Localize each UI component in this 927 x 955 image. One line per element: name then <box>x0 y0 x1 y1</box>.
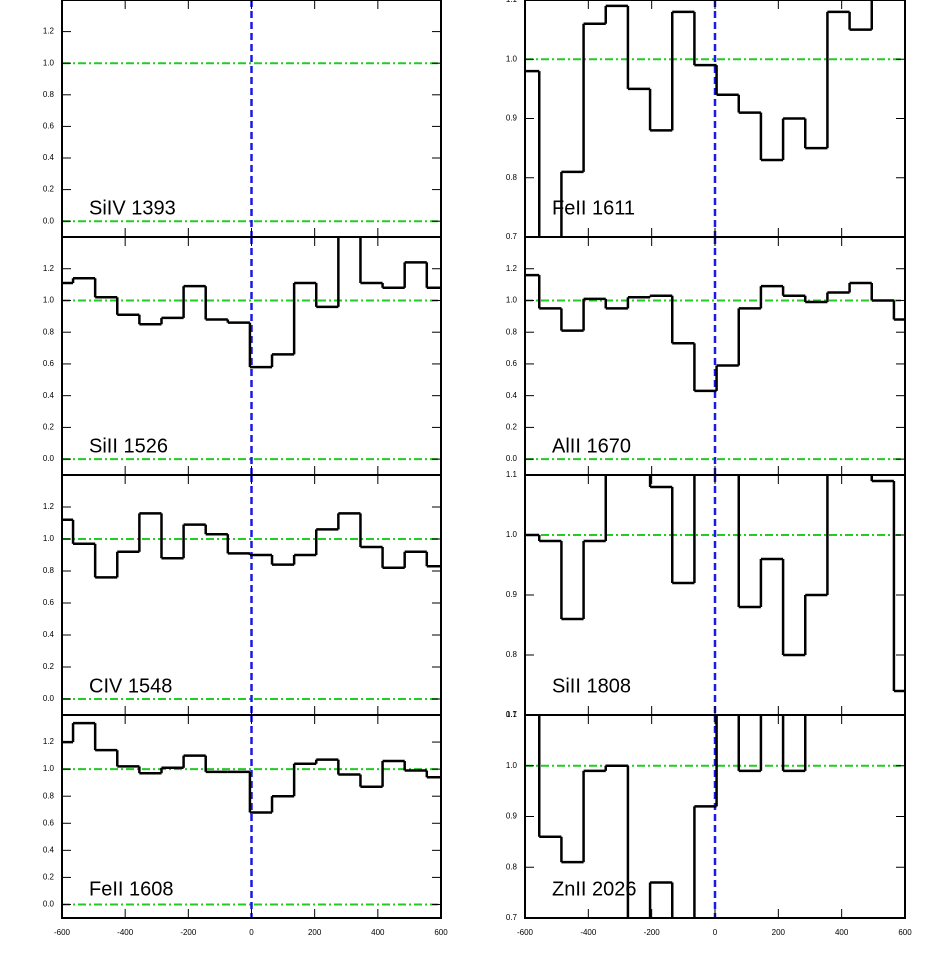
y-tick-label: 1.2 <box>43 27 55 36</box>
y-tick-label: 1.0 <box>506 761 518 770</box>
panel: 0.7 0.8 0.9 1.0 1.1 FeII 1611 <box>506 0 906 241</box>
panel-label: CIV 1548 <box>89 675 172 697</box>
panel: 0.0 0.2 0.4 0.6 0.8 1.0 1.2 CIV 1548 <box>43 474 442 716</box>
y-tick-label: 0.4 <box>43 845 55 854</box>
x-tick-label: -400 <box>117 928 134 937</box>
panel-label: SiIV 1393 <box>89 197 176 219</box>
x-tick-label: -600 <box>517 928 534 937</box>
y-tick-label: 1.0 <box>506 296 518 305</box>
y-tick-label: 1.1 <box>506 710 518 719</box>
y-tick-label: 0.8 <box>43 791 55 800</box>
y-tick-label: 1.0 <box>506 54 518 63</box>
x-tick-label: 400 <box>371 928 385 937</box>
plot-area <box>525 475 905 715</box>
x-tick-label: -200 <box>644 928 661 937</box>
y-tick-label: 0.6 <box>43 818 55 827</box>
y-tick-label: 0.6 <box>43 598 55 607</box>
plot-area <box>62 0 441 237</box>
x-tick-label: 0 <box>249 928 254 937</box>
y-tick-label: 0.6 <box>506 359 518 368</box>
x-tick-label: -600 <box>54 928 71 937</box>
plot-area <box>525 237 905 475</box>
panel-label: ZnII 2026 <box>552 878 637 900</box>
plot-area <box>525 0 905 237</box>
panel-label: FeII 1611 <box>552 197 635 219</box>
y-tick-label: 0.7 <box>506 913 518 922</box>
panel: 0.0 0.2 0.4 0.6 0.8 1.0 1.2 SiIV 1393 <box>43 0 442 238</box>
x-tick-label: 200 <box>772 928 786 937</box>
x-tick-label: 0 <box>713 928 718 937</box>
y-tick-label: 0.2 <box>43 662 55 671</box>
y-tick-label: 1.0 <box>43 764 55 773</box>
y-tick-label: 0.8 <box>506 173 518 182</box>
y-tick-label: 0.9 <box>506 114 518 123</box>
panel-label: SiII 1808 <box>552 675 631 697</box>
y-tick-label: 0.4 <box>43 153 55 162</box>
panel: 0.0 0.2 0.4 0.6 0.8 1.0 1.2 SiII 1526 <box>43 236 442 476</box>
y-tick-label: 0.2 <box>43 185 55 194</box>
panel: 0.7 0.8 0.9 1.0 1.1 SiII 1808 <box>506 470 906 719</box>
y-tick-label: 1.2 <box>43 264 55 273</box>
y-tick-label: 1.1 <box>506 0 518 4</box>
y-tick-label: 1.0 <box>43 296 55 305</box>
plot-area <box>62 715 441 918</box>
panel-label: SiII 1526 <box>89 435 168 457</box>
y-tick-label: 0.8 <box>506 327 518 336</box>
panel: 0.0 0.2 0.4 0.6 0.8 1.0 1.2 AlII 1670 <box>506 236 906 476</box>
plot-area <box>62 237 441 475</box>
y-tick-label: 0.8 <box>43 90 55 99</box>
y-tick-label: 1.2 <box>506 264 518 273</box>
x-tick-label: 400 <box>835 928 849 937</box>
y-tick-label: 0.9 <box>506 812 518 821</box>
y-tick-label: 1.2 <box>43 737 55 746</box>
y-tick-label: 1.0 <box>43 58 55 67</box>
y-tick-label: 1.0 <box>43 534 55 543</box>
panel-label: FeII 1608 <box>89 878 174 900</box>
y-tick-label: 0.6 <box>43 359 55 368</box>
panel: 0.0 0.2 0.4 0.6 0.8 1.0 1.2 -600 -400 -200 0 200 400… <box>43 714 448 937</box>
y-tick-label: 0.6 <box>43 122 55 131</box>
x-tick-label: -200 <box>180 928 197 937</box>
panel-label: AlII 1670 <box>552 435 631 457</box>
y-tick-label: 0.8 <box>43 327 55 336</box>
y-tick-label: 0.7 <box>506 710 518 719</box>
x-tick-label: -400 <box>580 928 597 937</box>
y-tick-label: 0.9 <box>506 590 518 599</box>
plot-area <box>525 715 905 918</box>
x-tick-label: 200 <box>308 928 322 937</box>
x-tick-label: 600 <box>434 928 448 937</box>
y-tick-label: 0.2 <box>43 873 55 882</box>
y-tick-label: 0.4 <box>506 391 518 400</box>
y-tick-label: 0.8 <box>506 862 518 871</box>
y-tick-label: 0.0 <box>43 900 55 909</box>
x-tick-label: 600 <box>898 928 912 937</box>
y-tick-label: 0.0 <box>506 454 518 463</box>
y-tick-label: 0.2 <box>43 423 55 432</box>
y-tick-label: 1.2 <box>43 502 55 511</box>
y-tick-label: 0.8 <box>506 650 518 659</box>
plot-area <box>62 475 441 715</box>
y-tick-label: 1.1 <box>506 470 518 479</box>
y-tick-label: 0.0 <box>43 216 55 225</box>
y-tick-label: 0.4 <box>43 391 55 400</box>
y-tick-label: 0.7 <box>506 232 518 241</box>
y-tick-label: 0.8 <box>43 566 55 575</box>
y-tick-label: 0.2 <box>506 423 518 432</box>
y-tick-label: 0.4 <box>43 630 55 639</box>
y-tick-label: 0.0 <box>43 454 55 463</box>
y-tick-label: 1.0 <box>506 530 518 539</box>
panel: 0.7 0.8 0.9 1.0 1.1 -600 -400 -200 0 200 400 600 ZnI… <box>506 710 912 937</box>
y-tick-label: 0.0 <box>43 694 55 703</box>
